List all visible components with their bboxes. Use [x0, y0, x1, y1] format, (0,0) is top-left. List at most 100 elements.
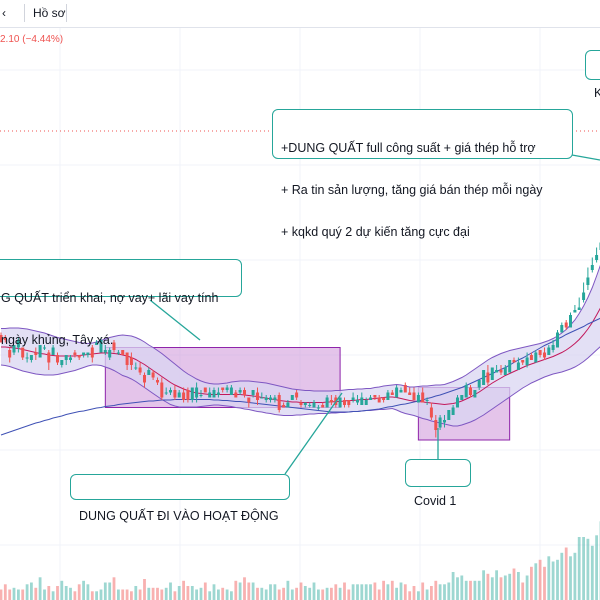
candle-body	[164, 392, 168, 394]
top-toolbar: ‹ Hồ sơ	[0, 0, 600, 28]
candle-body	[177, 392, 181, 398]
volume-bar	[56, 586, 59, 600]
volume-bar	[360, 584, 364, 600]
candle-body	[499, 370, 503, 373]
candle	[373, 395, 377, 400]
volume-bars	[0, 521, 600, 600]
candle	[386, 390, 390, 400]
candle	[586, 267, 590, 290]
toolbar-item-profile[interactable]: Hồ sơ	[33, 6, 66, 20]
toolbar-separator	[24, 4, 25, 22]
candle	[569, 312, 572, 328]
candle-body	[377, 397, 381, 403]
candle	[356, 395, 359, 405]
candle	[477, 380, 481, 390]
candle	[34, 347, 38, 360]
volume-bar	[512, 568, 516, 600]
candle	[343, 397, 346, 408]
candle	[256, 387, 259, 405]
candle-body	[447, 410, 451, 420]
volume-bar	[164, 587, 168, 600]
candle	[556, 330, 559, 348]
volume-bar	[590, 545, 594, 600]
volume-bar	[547, 556, 551, 600]
candle-body	[460, 395, 464, 400]
toolbar-item-left[interactable]: ‹	[2, 6, 6, 20]
annotation-left: G QUẤT triển khai, nợ vay+ lãi vay tính …	[0, 259, 242, 347]
volume-bar	[517, 572, 520, 600]
volume-bar	[0, 589, 3, 600]
candle	[0, 332, 3, 343]
volume-bar	[382, 580, 385, 600]
candle	[508, 360, 512, 373]
candle	[308, 402, 312, 408]
candle-body	[512, 360, 516, 363]
volume-bar	[377, 589, 381, 600]
volume-bar	[147, 587, 151, 600]
candle-body	[438, 417, 442, 428]
volume-bar	[256, 587, 259, 600]
candle-body	[508, 360, 512, 373]
candle	[564, 320, 568, 330]
candle-body	[21, 347, 25, 358]
candle-body	[251, 390, 255, 395]
candle-body	[203, 387, 207, 393]
candle	[199, 390, 203, 398]
candle	[482, 370, 486, 385]
bollinger-mid-line	[1, 307, 600, 406]
candle	[286, 400, 290, 408]
volume-bar	[586, 538, 590, 600]
volume-bar	[503, 575, 507, 600]
candle	[8, 347, 12, 363]
candle-body	[434, 420, 438, 430]
volume-bar	[25, 584, 29, 600]
candle-body	[134, 367, 138, 369]
annotation-corner: K	[585, 50, 600, 100]
candle-body	[64, 355, 68, 360]
volume-bar	[243, 577, 246, 600]
candle	[347, 400, 351, 408]
candle	[460, 395, 464, 400]
volume-bar	[556, 559, 559, 600]
candle-body	[195, 387, 199, 398]
candle	[456, 395, 459, 408]
volume-bar	[495, 570, 498, 600]
candle-body	[38, 345, 42, 358]
candle	[169, 387, 172, 395]
candle	[316, 405, 320, 410]
candle-body	[321, 405, 325, 408]
candle	[416, 392, 420, 403]
volume-bar	[260, 587, 264, 600]
toolbar-separator	[66, 4, 67, 22]
candle	[134, 362, 138, 370]
volume-bar	[447, 582, 451, 600]
candle	[421, 387, 425, 403]
candle	[64, 355, 68, 365]
volume-bar	[264, 589, 268, 600]
volume-bar	[138, 589, 142, 600]
volume-bar	[569, 556, 572, 600]
candle-body	[573, 310, 577, 313]
candle-body	[103, 350, 107, 353]
candle-body	[386, 392, 390, 400]
volume-bar	[373, 582, 377, 600]
candle-body	[495, 370, 499, 373]
volume-bar	[356, 584, 359, 600]
candle	[534, 350, 538, 363]
candle-body	[316, 407, 320, 409]
candle	[408, 387, 412, 395]
candle-body	[547, 347, 551, 355]
candle	[160, 377, 164, 400]
candle	[164, 387, 168, 395]
volume-bar	[199, 587, 203, 600]
candle-body	[51, 347, 55, 355]
volume-bar	[47, 586, 51, 600]
candle	[3, 335, 7, 343]
candle-body	[303, 402, 307, 405]
candle	[377, 395, 381, 403]
candle-body	[595, 255, 599, 260]
candle-body	[69, 357, 72, 360]
volume-bar	[86, 584, 90, 600]
volume-bar	[412, 586, 416, 600]
